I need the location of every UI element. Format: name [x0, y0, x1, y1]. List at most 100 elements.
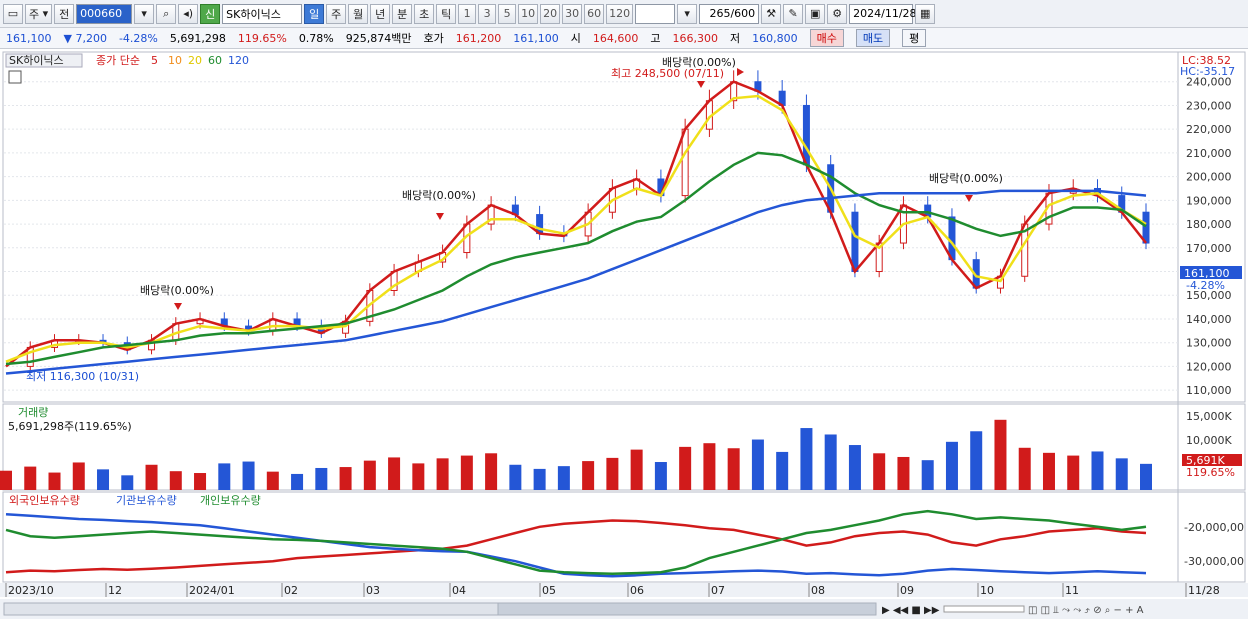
volume-bar: [533, 468, 546, 490]
interval-3-button[interactable]: 3: [478, 3, 497, 24]
volume-bar: [363, 460, 376, 490]
scroll-controls-icon[interactable]: ▶ ◀◀ ■ ▶▶: [882, 605, 940, 616]
interval-dropdown-icon[interactable]: ▾: [677, 3, 698, 24]
chart-toolbar: ▭ 주 ▾ 전 000660 ▾ ⌕ ◂) 신 SK하이닉스 일 주 월 년 분…: [0, 0, 1248, 28]
draw-icon[interactable]: ✎: [783, 3, 804, 24]
lc-label: LC:38.52: [1182, 54, 1231, 67]
volume-bar: [315, 467, 328, 490]
holding-line-individual_values: [5, 509, 1147, 575]
ma-line-1: [5, 94, 1147, 363]
calendar-icon[interactable]: ▦: [915, 3, 936, 24]
window-icon[interactable]: ▭: [3, 3, 23, 24]
volume-title: 거래량: [18, 406, 48, 419]
y-tick-label: 210,000: [1186, 147, 1232, 160]
x-axis-label: 02: [284, 584, 298, 597]
x-axis-label: 2024/01: [189, 584, 235, 597]
period-select[interactable]: 주 ▾: [25, 3, 53, 24]
x-axis-labels: 2023/10 12 2024/01 02 03 04 05 06 07 08 09 10 11 11/2…: [5, 583, 1220, 597]
eval-button[interactable]: 평: [902, 29, 927, 47]
custom-interval-input[interactable]: [635, 3, 676, 24]
code-dropdown-icon[interactable]: ▾: [134, 3, 155, 24]
x-axis-label: 10: [980, 584, 994, 597]
period-second-button[interactable]: 초: [414, 3, 435, 24]
save-icon[interactable]: ▣: [805, 3, 826, 24]
volume-bar: [72, 462, 85, 490]
volume-bar: [776, 451, 789, 490]
x-axis-bar: [0, 583, 1248, 597]
interval-10-button[interactable]: 10: [518, 3, 539, 24]
volume-bar: [994, 419, 1007, 490]
scroll-thumb[interactable]: [497, 602, 877, 616]
x-axis-label: 11: [1065, 584, 1079, 597]
volume-bar: [97, 469, 110, 490]
count-total: /600: [730, 7, 756, 20]
legend-series: 종가 단순: [96, 54, 140, 67]
tool-icon[interactable]: ⚒: [761, 3, 782, 24]
volume-bar: [654, 462, 667, 490]
y-tick-label: 150,000: [1186, 289, 1232, 302]
holding-tick-30m: -30,000,00: [1184, 555, 1244, 568]
chart-area: SK하이닉스 종가 단순 5 10 20 60 120 240,000 230,0…: [0, 50, 1248, 621]
x-axis-label: 2023/10: [8, 584, 54, 597]
volume-bar: [1042, 452, 1055, 490]
candle-body: [851, 211, 859, 273]
current-price-box: [1180, 266, 1242, 279]
dividend-note-4: 배당락(0.00%): [929, 172, 1003, 185]
zoom-slider[interactable]: [943, 605, 1025, 613]
candle-body: [948, 216, 956, 261]
gear-icon[interactable]: ⚙: [827, 3, 848, 24]
volume-bar: [921, 460, 934, 490]
volume-bar: [679, 446, 692, 490]
candle-body: [681, 128, 689, 197]
volume-bar: [1067, 455, 1080, 490]
stock-name-field[interactable]: SK하이닉스: [222, 3, 303, 24]
volume-bar: [460, 455, 473, 490]
period-week-button[interactable]: 주: [326, 3, 347, 24]
volume-bar: [848, 445, 861, 490]
interval-5-button[interactable]: 5: [498, 3, 517, 24]
period-tick-button[interactable]: 틱: [436, 3, 457, 24]
volume-bar: [751, 439, 764, 490]
stock-code-input[interactable]: 000660: [76, 3, 133, 24]
search-icon[interactable]: ⌕: [156, 3, 177, 24]
legend-ma120: 120: [228, 54, 249, 67]
speaker-icon[interactable]: ◂): [178, 3, 199, 24]
volume-bar: [0, 470, 12, 490]
turnover-rate: 0.78%: [298, 31, 334, 45]
table-toggle-icon[interactable]: [8, 70, 22, 84]
interval-60-button[interactable]: 60: [584, 3, 605, 24]
interval-1-button[interactable]: 1: [458, 3, 477, 24]
period-minute-button[interactable]: 분: [392, 3, 413, 24]
interval-20-button[interactable]: 20: [540, 3, 561, 24]
volume-panel-frame: [2, 403, 1246, 491]
period-day-button[interactable]: 일: [304, 3, 325, 24]
holding-line-foreign_values: [5, 519, 1147, 574]
volume-bar: [388, 457, 401, 490]
price-info-bar: 161,100 ▼ 7,200 -4.28% 5,691,298 119.65%…: [0, 28, 1248, 49]
x-axis-label: 05: [542, 584, 556, 597]
stock-chart-svg[interactable]: SK하이닉스 종가 단순 5 10 20 60 120 240,000 230,0…: [0, 50, 1248, 621]
volume-bar: [485, 453, 498, 490]
volume-bar: [945, 441, 958, 490]
date-input[interactable]: 2024/11/28: [849, 3, 917, 24]
sell-button[interactable]: 매도: [855, 29, 891, 47]
buy-button[interactable]: 매수: [809, 29, 844, 47]
x-axis-label: 12: [108, 584, 122, 597]
high-price: 166,300: [672, 31, 719, 45]
moving-average-lines: [5, 80, 1147, 375]
count-input[interactable]: 265/600: [699, 3, 760, 24]
chart-tools-icon[interactable]: ◫ ◫ ⫫ ⤳ ⤳ ⤴ ⊘ ⌕ − + A: [1028, 605, 1144, 616]
interval-30-button[interactable]: 30: [562, 3, 583, 24]
legend-ma20: 20: [188, 54, 202, 67]
period-year-button[interactable]: 년: [370, 3, 391, 24]
period-month-button[interactable]: 월: [348, 3, 369, 24]
volume-bar: [339, 467, 352, 490]
holding-tick-20m: -20,000,00: [1184, 521, 1244, 534]
interval-120-button[interactable]: 120: [606, 3, 634, 24]
candle-body: [802, 104, 810, 166]
chart-scrollbar[interactable]: [3, 602, 499, 616]
prev-button[interactable]: 전: [54, 3, 75, 24]
new-badge[interactable]: 신: [200, 3, 221, 24]
low-note: 최저 116,300 (10/31): [26, 370, 139, 383]
volume-bar: [436, 458, 449, 490]
